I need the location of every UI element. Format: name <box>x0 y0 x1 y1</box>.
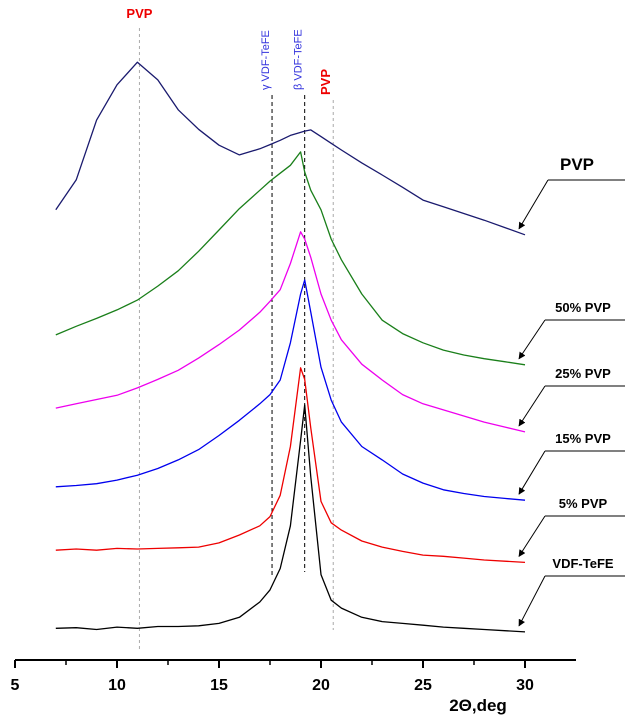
label-arrow <box>518 575 546 627</box>
x-tick-label: 5 <box>11 677 20 694</box>
xrd-curve <box>55 404 526 633</box>
curve-label: 15% PVP <box>555 431 611 446</box>
label-arrow <box>518 515 546 557</box>
xrd-curve <box>55 151 526 366</box>
annotation-label: β VDF-TeFE <box>293 29 305 90</box>
xrd-curve <box>55 367 526 564</box>
xrd-curve <box>55 231 526 433</box>
label-arrow <box>518 179 549 230</box>
x-tick-label: 15 <box>210 677 228 694</box>
x-tick-label: 25 <box>414 677 432 694</box>
x-tick-label: 20 <box>312 677 330 694</box>
curve-label: 50% PVP <box>555 300 611 315</box>
label-arrow <box>518 319 546 360</box>
xrd-curve <box>55 279 526 501</box>
x-axis-label: 2Θ,deg <box>449 696 507 715</box>
curve-label: PVP <box>560 155 594 174</box>
x-tick-label: 30 <box>516 677 534 694</box>
curve-label: VDF-TeFE <box>552 556 613 571</box>
label-arrow <box>518 450 546 495</box>
annotation-label: PVP <box>318 69 333 95</box>
curve-label: 5% PVP <box>559 496 608 511</box>
x-tick-label: 10 <box>108 677 126 694</box>
label-arrow <box>518 385 546 427</box>
annotation-label: PVP <box>126 6 152 21</box>
curve-label: 25% PVP <box>555 366 611 381</box>
xrd-curve <box>55 61 526 236</box>
annotation-label: γ VDF-TeFE <box>260 30 272 90</box>
